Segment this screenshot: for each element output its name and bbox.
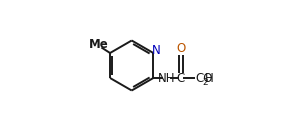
Text: N: N [152,44,161,57]
Text: NH: NH [157,72,175,84]
Text: CO: CO [196,72,213,84]
Text: C: C [177,72,185,84]
Text: H: H [205,72,214,84]
Text: 2: 2 [203,78,208,87]
Text: O: O [176,42,185,55]
Text: Me: Me [89,38,108,51]
